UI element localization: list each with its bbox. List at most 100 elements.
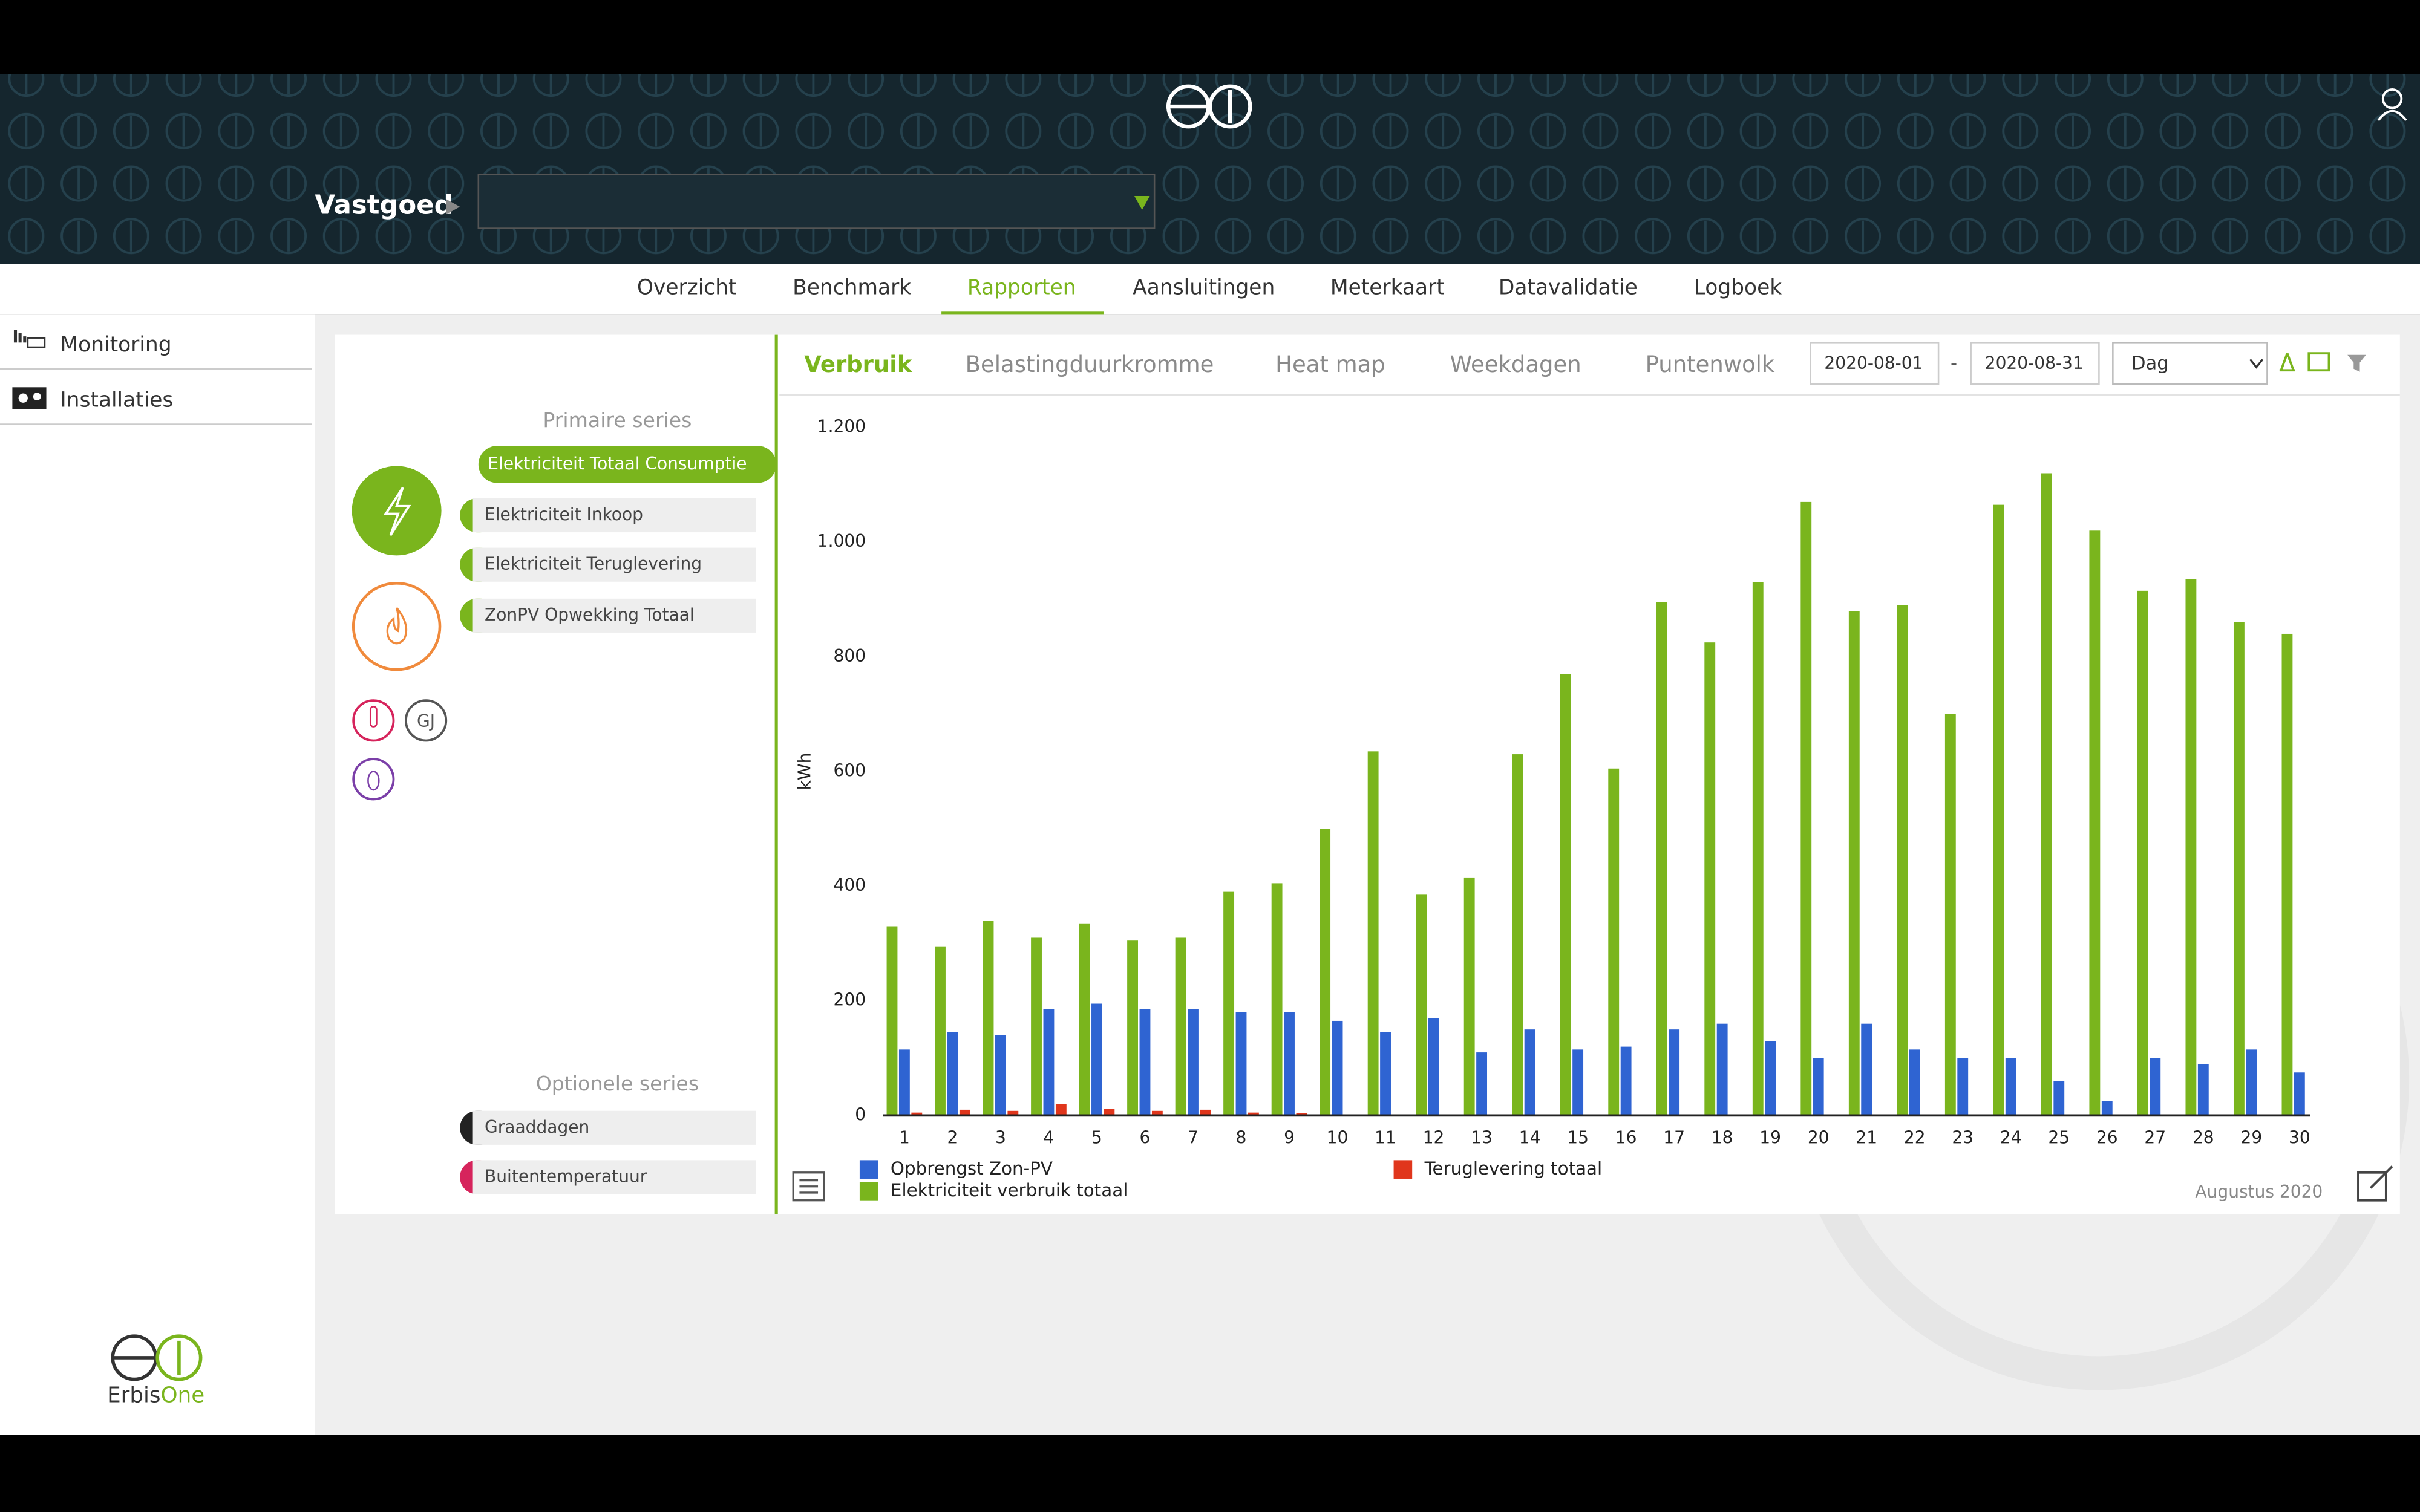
bar (1079, 923, 1090, 1116)
section-title: Vastgoed (315, 190, 453, 220)
bar (983, 921, 994, 1116)
chart-tab[interactable]: Verbruik (804, 351, 913, 377)
x-tick-label: 19 (1759, 1128, 1781, 1148)
brand-name: ErbisOne (107, 1383, 204, 1408)
sidebar-item[interactable]: Installaties (60, 388, 173, 412)
legend-label[interactable]: Teruglevering totaal (1424, 1158, 1603, 1179)
nav-item[interactable]: Aansluitingen (1133, 276, 1275, 300)
footprint-icon (367, 771, 380, 791)
site-dropdown[interactable] (477, 173, 1156, 229)
footprint-button[interactable] (352, 758, 395, 801)
x-tick-label: 18 (1712, 1128, 1733, 1148)
series-item: Graaddagen (485, 1117, 589, 1137)
bar (1284, 1012, 1295, 1116)
series-pill[interactable] (472, 1110, 756, 1145)
series-pill-active[interactable] (478, 446, 777, 483)
x-tick-label: 15 (1567, 1128, 1589, 1148)
bar (1104, 1109, 1115, 1116)
legend-toggle[interactable] (792, 1171, 825, 1202)
bar (1367, 751, 1379, 1116)
x-tick-label: 2 (947, 1128, 958, 1148)
x-tick-label: 25 (2048, 1128, 2070, 1148)
nav-item[interactable]: Benchmark (793, 276, 911, 300)
bar (1320, 829, 1331, 1116)
lightning-icon (384, 487, 411, 536)
date-from-input[interactable] (1810, 342, 1940, 385)
bar (1957, 1058, 1969, 1116)
x-tick-label: 16 (1615, 1128, 1637, 1148)
x-tick-label: 28 (2193, 1128, 2214, 1148)
nav-item[interactable]: Meterkaart (1330, 276, 1445, 300)
nav-item[interactable]: Logboek (1694, 276, 1782, 300)
period-label: Augustus 2020 (2195, 1182, 2323, 1202)
bar (1175, 937, 1186, 1116)
bar (911, 1112, 923, 1116)
legend-swatch[interactable] (859, 1160, 878, 1179)
bar (1007, 1110, 1019, 1116)
bar (2041, 473, 2052, 1116)
date-to: 2020-08-31 (1985, 353, 2084, 373)
y-tick-label: 200 (834, 990, 866, 1010)
y-tick-label: 0 (855, 1104, 866, 1124)
legend-label[interactable]: Elektriciteit verbruik totaal (891, 1180, 1128, 1201)
bar (1380, 1032, 1391, 1116)
nav-item[interactable]: Rapporten (967, 276, 1076, 300)
bar (1139, 1009, 1151, 1116)
electricity-button[interactable] (352, 466, 442, 556)
legend-swatch[interactable] (1393, 1160, 1413, 1179)
bar (1188, 1009, 1199, 1116)
series-item: Buitentemperatuur (485, 1166, 647, 1186)
legend-swatch[interactable] (859, 1182, 878, 1201)
select-arrow (2249, 359, 2264, 369)
chart-tab[interactable]: Puntenwolk (1646, 351, 1775, 377)
y-tick-label: 800 (834, 646, 866, 666)
bar (1669, 1029, 1680, 1116)
toolbar-icons[interactable] (2279, 352, 2366, 372)
bar (959, 1109, 970, 1116)
sidebar-item[interactable]: Monitoring (60, 333, 171, 357)
legend-label[interactable]: Opbrengst Zon-PV (891, 1158, 1053, 1179)
bottom-logo (111, 1334, 203, 1381)
series-pill[interactable] (472, 498, 756, 533)
series-pill[interactable] (472, 1160, 756, 1194)
user-icon[interactable] (2377, 88, 2407, 122)
flame-icon (386, 607, 408, 645)
series-pill[interactable] (472, 598, 756, 633)
edit-icon[interactable] (2357, 1165, 2393, 1202)
gj-button[interactable] (405, 699, 448, 742)
bar (2137, 590, 2148, 1116)
x-tick-label: 12 (1423, 1128, 1445, 1148)
chart-tab[interactable]: Heat map (1275, 351, 1385, 377)
x-tick-label: 7 (1188, 1128, 1199, 1148)
bar (1055, 1104, 1067, 1116)
gas-button[interactable] (352, 581, 442, 671)
series-pill[interactable] (472, 547, 756, 582)
x-tick-label: 10 (1327, 1128, 1349, 1148)
interval-select[interactable] (2112, 342, 2268, 385)
x-tick-label: 6 (1140, 1128, 1151, 1148)
bar (1848, 611, 1860, 1116)
x-tick-label: 21 (1856, 1128, 1877, 1148)
y-tick-label: 400 (834, 875, 866, 895)
x-tick-label: 1 (899, 1128, 910, 1148)
sidebar (0, 314, 315, 1435)
bar (1560, 674, 1571, 1116)
bar (1428, 1018, 1439, 1116)
chart-tab[interactable]: Belastingduurkromme (966, 351, 1214, 377)
bar (898, 1049, 910, 1116)
nav-item[interactable]: Datavalidatie (1499, 276, 1638, 300)
y-tick-label: 1.000 (817, 531, 866, 551)
dropdown-arrow[interactable] (1134, 195, 1150, 210)
breadcrumb-arrow (446, 199, 460, 215)
bar (2197, 1064, 2209, 1116)
x-tick-label: 22 (1904, 1128, 1926, 1148)
x-tick-label: 27 (2144, 1128, 2166, 1148)
bar (947, 1032, 958, 1116)
bar (2005, 1058, 2016, 1116)
chart-tab[interactable]: Weekdagen (1450, 351, 1581, 377)
brand-part: Erbis (107, 1383, 160, 1408)
date-to-input[interactable] (1970, 342, 2100, 385)
temperature-button[interactable] (352, 699, 395, 742)
date-separator: - (1951, 353, 1957, 374)
nav-item[interactable]: Overzicht (637, 276, 737, 300)
